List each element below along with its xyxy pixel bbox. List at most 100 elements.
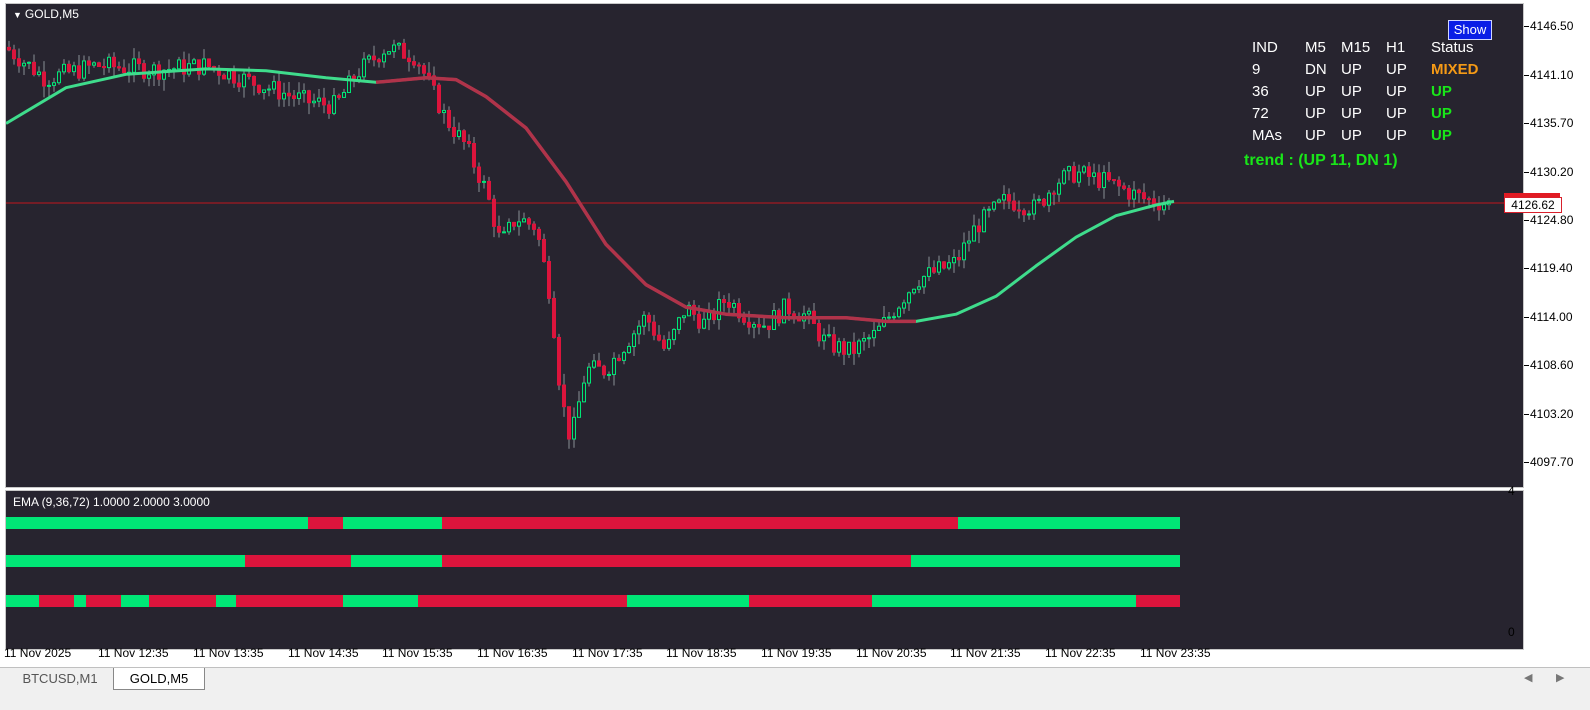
candle [487,176,491,201]
candle-body [1122,185,1126,189]
candle-body [1037,198,1041,201]
candle [347,70,351,94]
candle-body [977,225,981,233]
scroll-left-icon[interactable]: ◀ [1524,672,1533,684]
trend-bar-down [418,595,627,607]
candle-body [512,221,516,227]
candle-body [682,315,686,319]
candle [407,49,411,72]
candle [977,218,981,244]
candle [132,48,136,83]
candle-body [302,90,306,94]
candle-body [932,267,936,273]
candle-body [962,242,966,261]
candle [847,341,851,358]
candle-body [1047,192,1051,206]
time-label: 11 Nov 16:35 [477,646,548,660]
row-status: MIXED [1431,61,1479,78]
candle-body [222,74,226,80]
trend-bar-up [911,555,1180,567]
chart-window[interactable]: ▼ GOLD,M5 Show IND M5 M15 H1 Status 9 DN … [0,0,1590,667]
trend-bar-up [6,595,39,607]
price-chart [6,38,1523,449]
candle-body [72,65,76,73]
price-label: 4108.60 [1530,358,1574,372]
candle [667,331,671,351]
candle [992,200,996,212]
candle-body [97,62,101,67]
candle [47,80,51,98]
candle-body [662,339,666,349]
candle-body [267,88,271,91]
tab-gold-m5[interactable]: GOLD,M5 [113,668,205,690]
candle-body [407,57,411,63]
main-chart-pane[interactable]: ▼ GOLD,M5 Show IND M5 M15 H1 Status 9 DN … [5,3,1524,488]
candle [187,53,191,77]
candle [42,61,46,98]
candle [537,226,541,247]
candle [927,256,931,282]
candle-body [1002,194,1006,201]
candle-body [557,336,561,386]
candle [597,352,601,367]
candle-body [132,58,136,73]
indicator-label: EMA (9,36,72) 1.0000 2.0000 3.0000 [13,495,210,509]
candle [527,217,531,230]
candle [502,226,506,234]
candle-body [1007,194,1011,202]
candle-body [902,302,906,309]
candle-body [57,71,61,84]
row-m5: UP [1305,83,1326,100]
candle-body [722,299,726,304]
candle-body [537,228,541,240]
candle [392,39,396,59]
candle [267,84,271,97]
candle-body [1162,204,1166,211]
chart-symbol-title[interactable]: ▼ GOLD,M5 [13,7,79,21]
candle-body [357,76,361,81]
candle-body [67,63,71,73]
scroll-right-icon[interactable]: ▶ [1556,672,1565,684]
candle-body [12,49,16,60]
candle-body [287,92,291,97]
show-button[interactable]: Show [1448,20,1492,40]
trend-bar-down [442,517,958,529]
symbol-timeframe-label: GOLD,M5 [24,7,79,21]
tab-btcusd-m1[interactable]: BTCUSD,M1 [22,671,98,686]
candle-body [867,337,871,340]
header-m5: M5 [1305,39,1326,56]
candle [857,338,861,358]
price-axis[interactable]: 4146.50 4141.10 4135.70 4130.20 4124.80 … [1524,3,1590,488]
candle [387,51,391,55]
candle-body [542,238,546,263]
candle-body [42,71,46,87]
candle [732,299,736,315]
price-tick [1524,414,1529,415]
candle [67,60,71,74]
candle [917,279,921,294]
candle [22,59,26,75]
candle [227,70,231,84]
candle-body [252,75,256,86]
time-axis[interactable]: 11 Nov 2025 11 Nov 12:35 11 Nov 13:35 11… [0,646,1524,668]
price-tick [1524,75,1529,76]
candle-body [247,73,251,77]
candle [657,325,661,342]
candle [512,221,516,231]
dropdown-triangle-icon[interactable]: ▼ [13,10,22,20]
candle [167,59,171,78]
candle-body [257,84,261,93]
candle [627,342,631,354]
indicator-pane[interactable]: EMA (9,36,72) 1.0000 2.0000 3.0000 [5,490,1524,650]
candle-body [552,297,556,338]
candle [837,337,841,357]
candle-body [412,61,416,66]
candle [892,312,896,321]
trend-bar-down [442,555,911,567]
candle-body [577,401,581,418]
candle-body [182,59,186,75]
candle [642,311,646,335]
row-h1: UP [1386,83,1407,100]
candle-body [527,218,531,225]
candle [882,305,886,328]
